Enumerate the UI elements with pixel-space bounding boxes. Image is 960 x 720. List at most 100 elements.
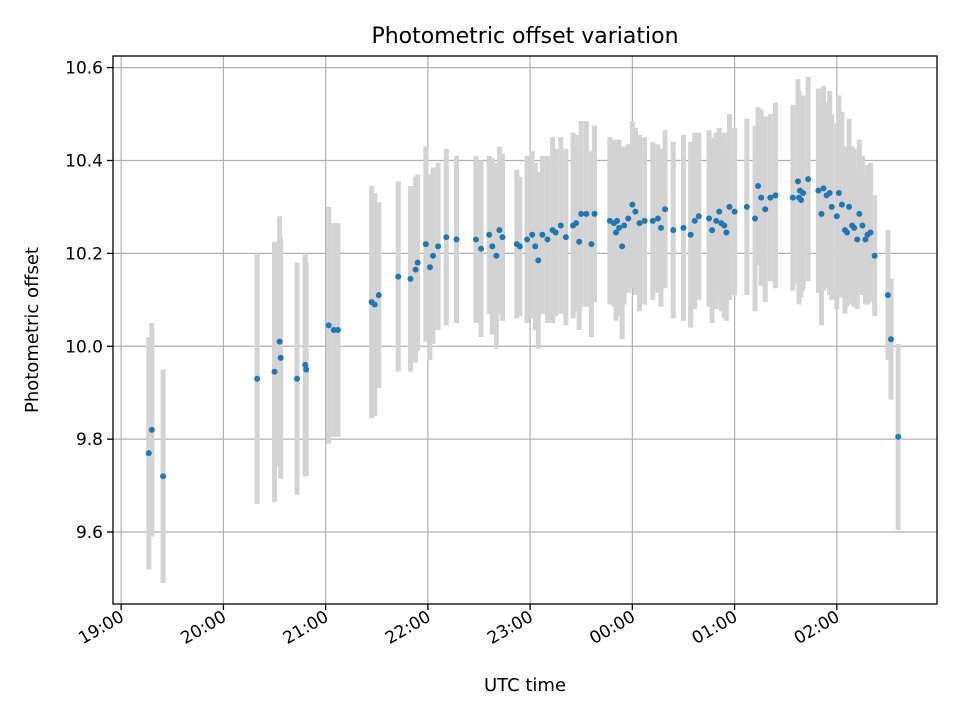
data-point — [453, 236, 460, 243]
data-point — [277, 354, 284, 361]
data-point — [516, 243, 523, 250]
data-point — [828, 203, 835, 210]
data-point — [895, 433, 902, 440]
y-tick-label: 10.6 — [65, 59, 103, 79]
data-point — [616, 224, 623, 231]
data-point — [649, 217, 656, 224]
data-point — [535, 257, 542, 264]
data-point — [625, 215, 632, 222]
data-point — [859, 222, 866, 229]
data-point — [844, 229, 851, 236]
data-point — [562, 234, 569, 241]
data-point — [758, 194, 765, 201]
data-point — [499, 234, 506, 241]
data-point — [716, 208, 723, 215]
data-point — [294, 375, 301, 382]
data-point — [691, 217, 698, 224]
data-point — [709, 227, 716, 234]
data-point — [493, 252, 500, 259]
data-point — [641, 217, 648, 224]
data-point — [743, 203, 750, 210]
data-point — [687, 231, 694, 238]
data-point — [826, 190, 833, 196]
data-point — [833, 213, 840, 220]
y-tick-label: 10.2 — [65, 244, 103, 264]
data-point — [636, 220, 643, 227]
data-point — [805, 176, 812, 183]
data-point — [789, 194, 796, 201]
data-point — [148, 426, 155, 433]
data-point — [557, 222, 564, 229]
data-point — [706, 215, 713, 222]
data-point — [731, 208, 738, 215]
data-point — [818, 210, 825, 217]
data-point — [524, 236, 531, 243]
data-point — [583, 210, 590, 217]
plot-frame — [112, 55, 938, 605]
data-point — [838, 201, 845, 208]
data-point — [820, 185, 827, 192]
data-point — [612, 229, 619, 236]
data-point — [486, 231, 493, 238]
data-point — [629, 201, 636, 208]
y-tick-label: 10.4 — [65, 151, 103, 171]
data-point — [588, 241, 595, 248]
data-point — [375, 292, 382, 299]
data-point — [145, 450, 152, 457]
data-point — [884, 292, 891, 299]
data-point — [670, 227, 677, 234]
data-point — [632, 208, 639, 215]
data-point — [752, 215, 759, 222]
data-point — [887, 336, 894, 343]
x-axis-label: UTC time — [484, 675, 566, 696]
y-tick-label: 9.6 — [76, 523, 103, 543]
chart-title: Photometric offset variation — [371, 24, 678, 49]
data-point — [544, 236, 551, 243]
data-point — [407, 275, 414, 282]
data-point — [794, 178, 801, 185]
data-point — [254, 375, 261, 382]
data-point — [276, 338, 283, 345]
data-point — [578, 210, 585, 217]
data-point — [429, 252, 436, 259]
data-point — [302, 361, 309, 368]
data-point — [713, 217, 720, 224]
y-axis-ticks: 9.6 9.8 10.0 10.2 10.4 10.6 — [65, 59, 113, 543]
y-tick-label: 9.8 — [76, 430, 103, 450]
data-point — [835, 190, 842, 196]
data-point — [856, 210, 863, 217]
data-point — [614, 217, 621, 224]
data-point — [412, 266, 419, 273]
y-axis-label: Photometric offset — [22, 247, 43, 413]
data-point — [846, 203, 853, 210]
data-point — [662, 206, 669, 213]
data-point — [723, 229, 730, 236]
data-point — [772, 192, 779, 199]
data-point — [798, 196, 805, 203]
data-point — [303, 366, 310, 373]
data-point — [160, 473, 167, 480]
data-point — [680, 224, 687, 231]
data-point — [800, 190, 807, 196]
data-point — [271, 368, 278, 375]
data-point — [619, 243, 626, 250]
data-point — [657, 224, 664, 231]
data-point — [755, 183, 762, 190]
data-point — [862, 236, 869, 243]
data-point — [371, 301, 378, 308]
data-point — [422, 241, 429, 248]
data-point — [854, 236, 861, 243]
data-point — [395, 273, 402, 280]
data-point — [532, 243, 539, 250]
y-tick-label: 10.0 — [65, 337, 103, 357]
data-point — [695, 213, 702, 220]
data-point — [762, 206, 769, 213]
data-point — [815, 187, 822, 194]
data-point — [621, 222, 628, 229]
data-point — [726, 203, 733, 210]
data-points — [145, 176, 902, 480]
data-point — [539, 231, 546, 238]
data-point — [654, 215, 661, 222]
data-point — [552, 229, 559, 236]
